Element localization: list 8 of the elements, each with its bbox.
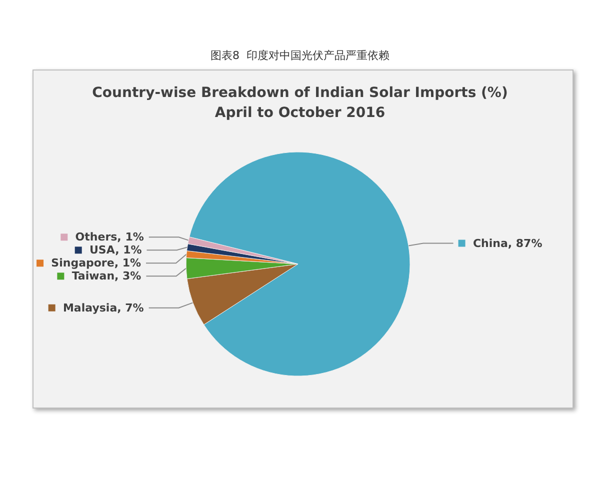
legend-label: Malaysia, 7% (55, 301, 144, 314)
chart-subtitle: Country-wise Breakdown of Indian Solar Imports (%) April to October 2016 (92, 85, 508, 121)
legend-label: Taiwan, 3% (64, 270, 142, 283)
legend-label: China, 87% (465, 236, 542, 250)
legend-label: USA, 1% (82, 244, 142, 257)
chart-title: 图表8 印度对中国光伏产品严重依赖 (210, 49, 390, 62)
legend-label: Others, 1% (68, 230, 144, 244)
legend-label: Singapore, 1% (44, 256, 142, 270)
